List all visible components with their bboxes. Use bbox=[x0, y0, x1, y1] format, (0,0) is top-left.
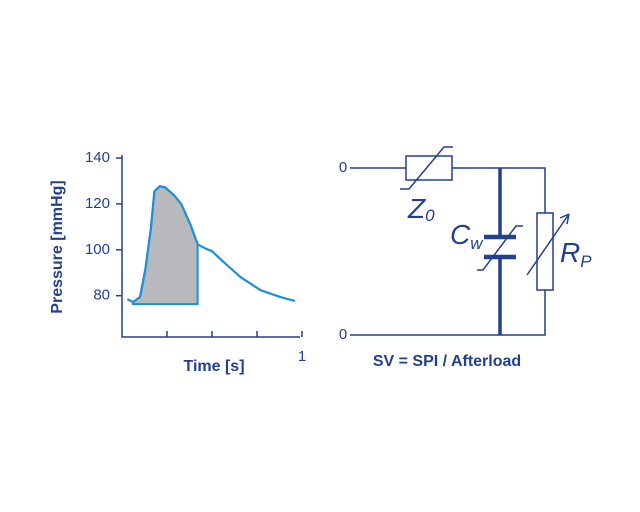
impedance-z0 bbox=[405, 155, 453, 181]
x-tick-label: 1 bbox=[298, 348, 306, 365]
y-axis-label: Pressure [mmHg] bbox=[49, 180, 66, 313]
chart: 80 100 120 140 1 bbox=[85, 149, 306, 365]
variable-mark bbox=[400, 146, 453, 190]
terminal: 0 bbox=[339, 326, 347, 343]
rp-sub: P bbox=[580, 252, 592, 271]
axes bbox=[121, 155, 300, 338]
wire bbox=[350, 167, 546, 336]
z0-symbol: Z0 bbox=[407, 193, 435, 225]
cw-symbol: Cw bbox=[450, 219, 484, 253]
rp-main: R bbox=[560, 237, 580, 268]
y-tick-label: 120 bbox=[85, 195, 110, 212]
cw-main: C bbox=[450, 219, 471, 250]
pressure-curve bbox=[126, 185, 296, 304]
capacitor-plates bbox=[484, 234, 516, 260]
rp-symbol: RP bbox=[560, 237, 592, 271]
z0-main: Z bbox=[407, 193, 426, 224]
y-tick-label: 80 bbox=[93, 287, 110, 304]
formula: SV = SPI / Afterload bbox=[373, 353, 521, 370]
terminal: 0 bbox=[339, 159, 347, 176]
circuit: 0 0 Z0 Cw RP SV = SPI / Afterload bbox=[339, 146, 592, 370]
variable-mark bbox=[477, 225, 523, 271]
cw-sub: w bbox=[470, 234, 484, 253]
resistor-rp bbox=[536, 212, 554, 291]
y-tick-label: 100 bbox=[85, 241, 110, 258]
y-tick-label: 140 bbox=[85, 149, 110, 166]
variable-arrow bbox=[526, 213, 570, 276]
x-axis-label: Time [s] bbox=[183, 358, 244, 375]
z0-sub: 0 bbox=[425, 206, 435, 225]
